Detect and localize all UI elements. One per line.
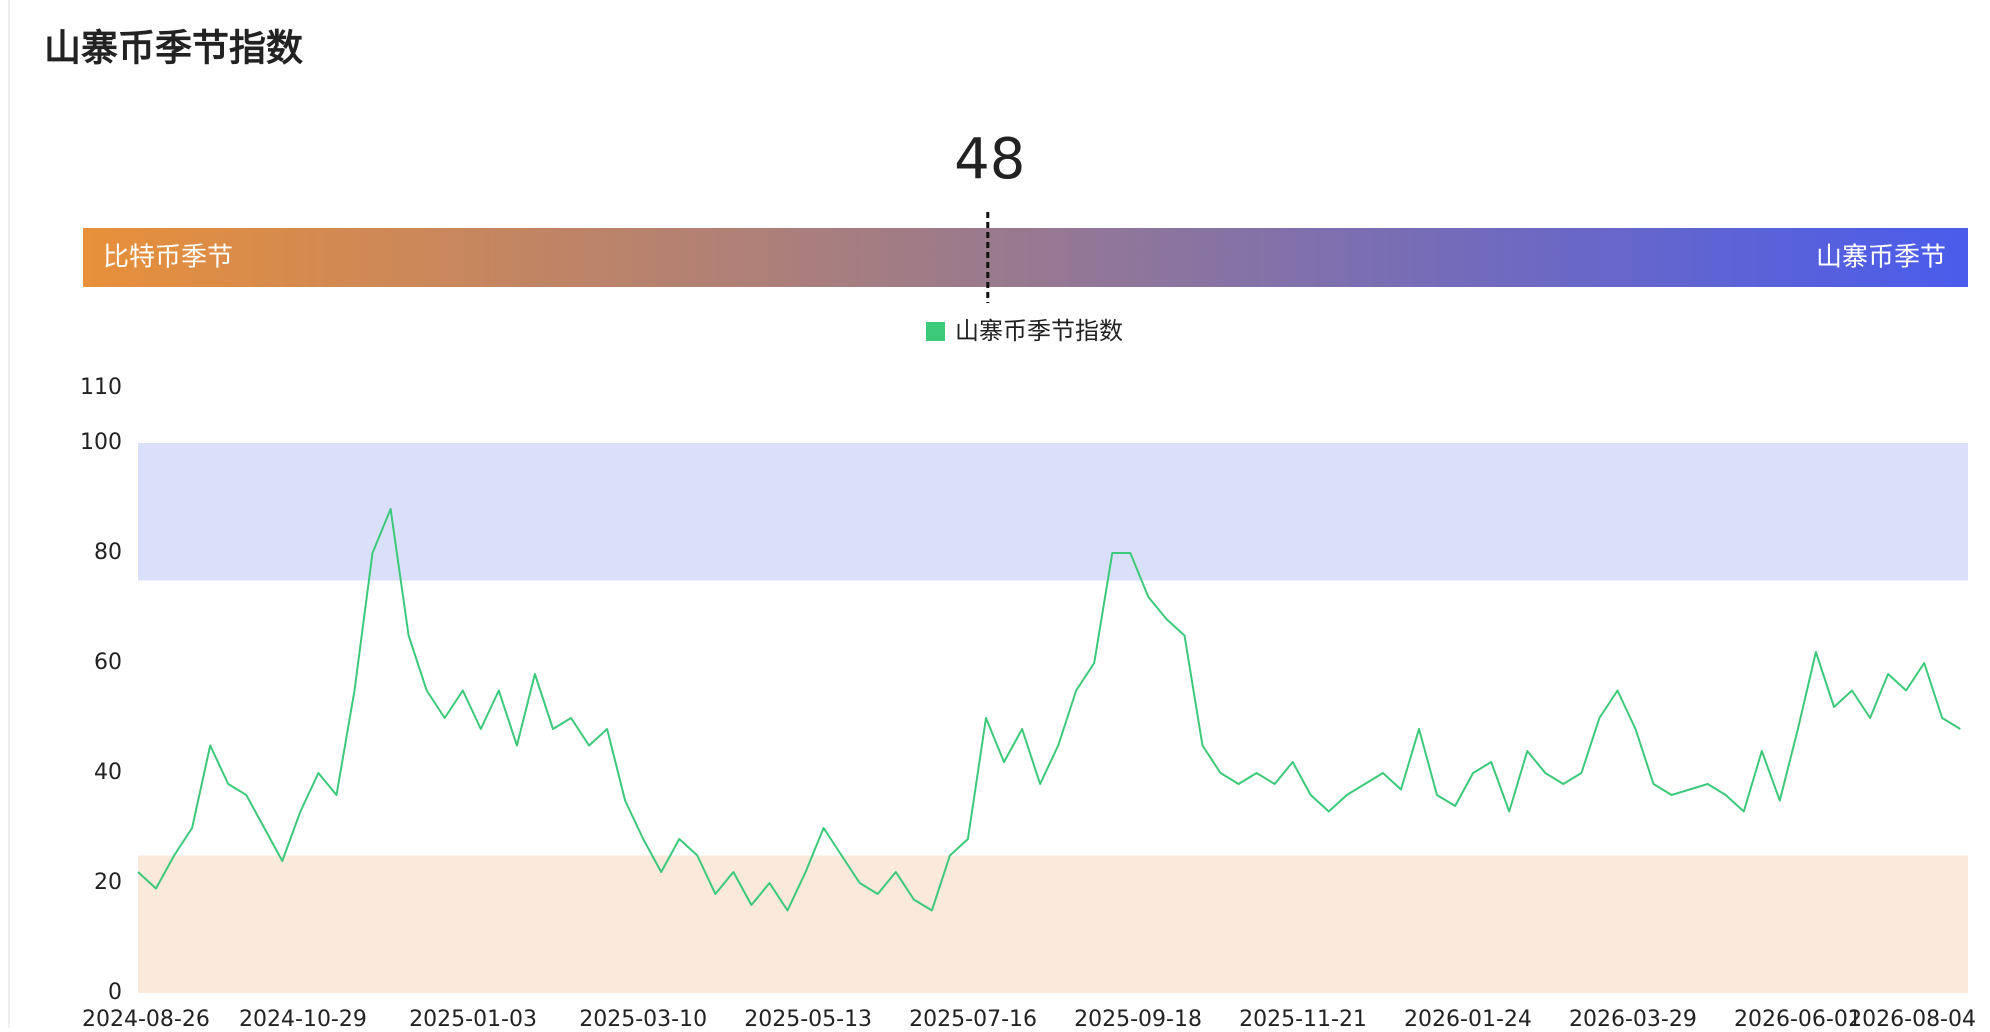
gauge-left-label: 比特币季节 [103,243,233,273]
x-tick-label: 2025-03-10 [579,1007,707,1028]
gauge-right-label: 山寨币季节 [1816,243,1946,273]
data-line [137,508,1961,912]
legend-swatch [926,322,945,341]
y-tick-label: 0 [108,980,122,1005]
y-tick-label: 80 [94,540,122,565]
x-tick-label: 2026-08-04 [1848,1007,1976,1028]
x-tick-label: 2025-09-18 [1074,1007,1202,1028]
legend: 山寨币季节指数 [926,317,1123,345]
y-tick-label: 60 [94,650,122,675]
x-tick-label: 2025-01-03 [409,1007,537,1028]
y-tick-label: 100 [80,430,122,455]
x-tick-label: 2026-06-01 [1734,1007,1862,1028]
legend-label: 山寨币季节指数 [955,317,1123,345]
x-tick-label: 2025-11-21 [1239,1007,1367,1028]
chart-title: 山寨币季节指数 [44,27,303,70]
gauge-value: 48 [954,127,1025,192]
x-tick-label: 2024-10-29 [239,1007,367,1028]
x-tick-label: 2024-08-26 [82,1007,210,1028]
x-tick-label: 2025-05-13 [744,1007,872,1028]
y-tick-label: 110 [80,375,122,400]
gauge: 比特币季节 山寨币季节 [83,228,1968,287]
band [138,855,1968,993]
band [138,443,1968,581]
x-tick-label: 2026-01-24 [1404,1007,1532,1028]
x-tick-label: 2025-07-16 [909,1007,1037,1028]
y-tick-label: 20 [94,870,122,895]
gauge-bar [83,228,1968,287]
y-tick-label: 40 [94,760,122,785]
x-tick-label: 2026-03-29 [1569,1007,1697,1028]
